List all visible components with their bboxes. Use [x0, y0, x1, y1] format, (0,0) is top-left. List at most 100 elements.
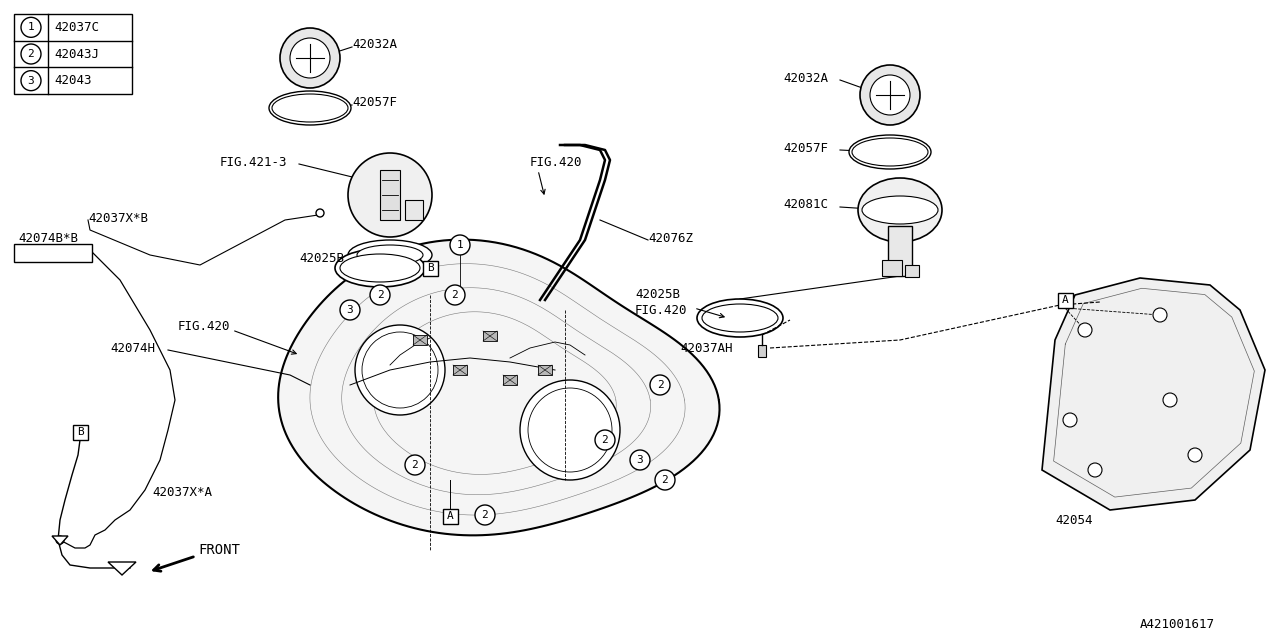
Text: 42057F: 42057F — [352, 97, 397, 109]
Circle shape — [404, 455, 425, 475]
Circle shape — [445, 285, 465, 305]
Text: 42074H: 42074H — [110, 342, 155, 355]
Text: 42057F: 42057F — [783, 141, 828, 154]
Text: 42081C: 42081C — [783, 198, 828, 211]
Text: 42037AH: 42037AH — [680, 342, 732, 355]
Text: 3: 3 — [347, 305, 353, 315]
Text: 42032A: 42032A — [352, 38, 397, 51]
Ellipse shape — [849, 135, 931, 169]
Bar — [404, 200, 422, 220]
Ellipse shape — [852, 138, 928, 166]
Ellipse shape — [698, 299, 783, 337]
Text: 1: 1 — [28, 22, 35, 33]
Ellipse shape — [348, 240, 433, 270]
Circle shape — [20, 70, 41, 91]
Polygon shape — [1042, 278, 1265, 510]
Bar — [380, 170, 399, 220]
Text: FIG.421-3: FIG.421-3 — [220, 156, 288, 168]
Text: 2: 2 — [412, 460, 419, 470]
Polygon shape — [52, 536, 68, 545]
Bar — [758, 345, 765, 357]
Circle shape — [520, 380, 620, 480]
Text: FRONT: FRONT — [198, 543, 239, 557]
Circle shape — [355, 325, 445, 415]
Circle shape — [595, 430, 614, 450]
Text: A421001617: A421001617 — [1140, 618, 1215, 632]
Text: 2: 2 — [481, 510, 489, 520]
Circle shape — [56, 536, 64, 544]
Text: 2: 2 — [28, 49, 35, 59]
Text: 42074B*B: 42074B*B — [18, 232, 78, 244]
Circle shape — [20, 17, 41, 37]
Circle shape — [316, 209, 324, 217]
Circle shape — [1062, 413, 1076, 427]
Text: 3: 3 — [636, 455, 644, 465]
Text: 42025B: 42025B — [635, 289, 680, 301]
Circle shape — [370, 285, 390, 305]
Circle shape — [650, 375, 669, 395]
Ellipse shape — [340, 254, 420, 282]
Bar — [14, 14, 132, 94]
Text: 2: 2 — [376, 290, 384, 300]
Circle shape — [860, 65, 920, 125]
Bar — [882, 260, 902, 276]
Bar — [483, 331, 497, 341]
Bar — [905, 265, 919, 277]
Text: 42037C: 42037C — [54, 21, 99, 34]
Circle shape — [362, 332, 438, 408]
Circle shape — [340, 300, 360, 320]
Bar — [888, 226, 911, 276]
Ellipse shape — [858, 178, 942, 242]
Text: B: B — [426, 263, 434, 273]
Bar — [1057, 292, 1073, 307]
Text: 42043: 42043 — [54, 74, 91, 87]
Text: B: B — [77, 427, 83, 437]
Circle shape — [20, 44, 41, 64]
Bar — [413, 335, 428, 345]
Circle shape — [529, 388, 612, 472]
Circle shape — [1164, 393, 1178, 407]
Ellipse shape — [357, 245, 422, 265]
Text: A: A — [447, 511, 453, 521]
Bar — [453, 365, 467, 375]
Text: 42037X*B: 42037X*B — [88, 211, 148, 225]
Bar — [503, 375, 517, 385]
Circle shape — [630, 450, 650, 470]
Text: A: A — [1061, 295, 1069, 305]
Text: 3: 3 — [28, 76, 35, 86]
Text: FIG.420: FIG.420 — [178, 319, 230, 333]
Circle shape — [348, 153, 433, 237]
Circle shape — [1078, 323, 1092, 337]
Ellipse shape — [861, 196, 938, 224]
Polygon shape — [278, 239, 719, 535]
Text: 2: 2 — [452, 290, 458, 300]
Polygon shape — [108, 562, 136, 575]
Text: 42025B: 42025B — [300, 252, 344, 264]
Text: 42043J: 42043J — [54, 47, 99, 61]
Text: FIG.420: FIG.420 — [530, 156, 582, 168]
Ellipse shape — [701, 304, 778, 332]
Circle shape — [451, 235, 470, 255]
Text: 42054: 42054 — [1055, 513, 1093, 527]
Text: 2: 2 — [657, 380, 663, 390]
Circle shape — [1188, 448, 1202, 462]
Bar — [443, 509, 457, 524]
Bar — [538, 365, 552, 375]
Bar — [73, 424, 87, 440]
Circle shape — [291, 38, 330, 78]
Text: FIG.420: FIG.420 — [635, 303, 687, 317]
Text: 2: 2 — [662, 475, 668, 485]
Text: 42032A: 42032A — [783, 72, 828, 84]
Text: 42076Z: 42076Z — [648, 232, 692, 244]
Bar — [14, 244, 92, 262]
Text: 1: 1 — [457, 240, 463, 250]
Text: 2: 2 — [602, 435, 608, 445]
Circle shape — [1153, 308, 1167, 322]
Ellipse shape — [273, 94, 348, 122]
Circle shape — [870, 75, 910, 115]
Bar — [422, 260, 438, 275]
Circle shape — [655, 470, 675, 490]
Ellipse shape — [335, 249, 425, 287]
Text: 42037X*A: 42037X*A — [152, 486, 212, 499]
Circle shape — [1088, 463, 1102, 477]
